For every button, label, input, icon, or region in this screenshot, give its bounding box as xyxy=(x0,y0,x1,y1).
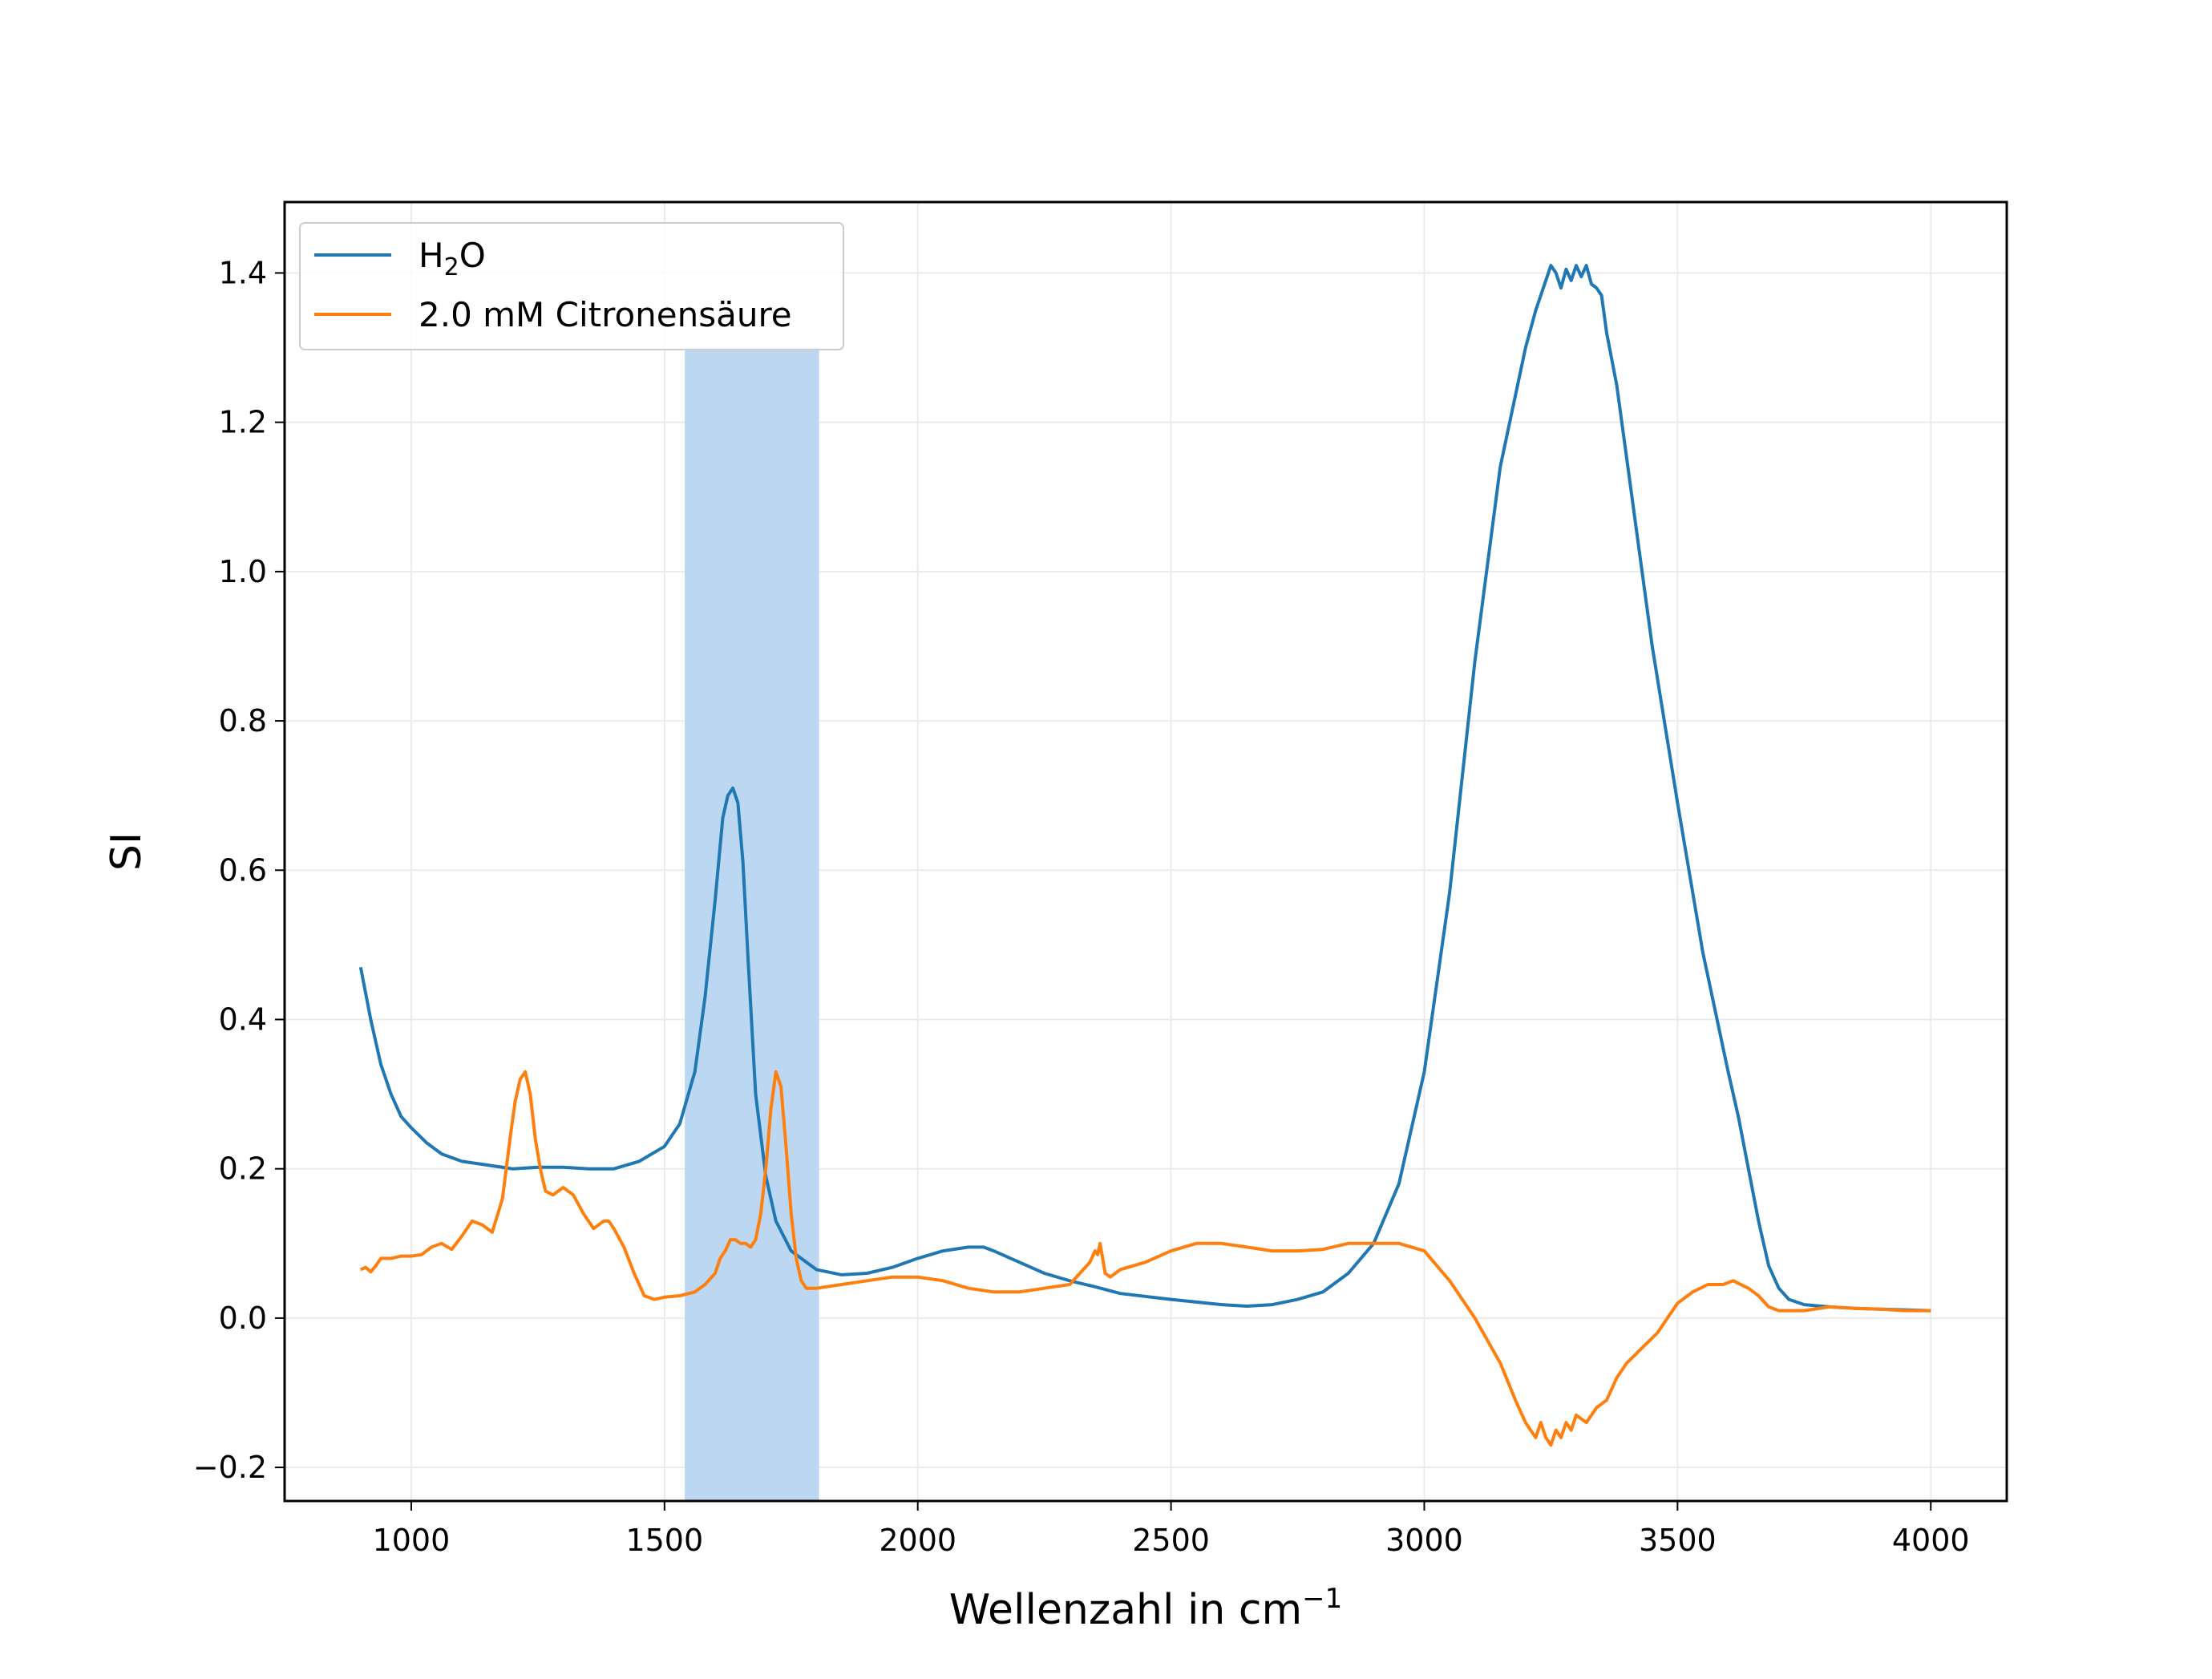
legend-label-h2o: H2O xyxy=(419,236,486,281)
x-axis-label-text: Wellenzahl in cm xyxy=(949,1586,1302,1634)
x-tick-label: 1000 xyxy=(373,1523,451,1558)
x-tick-label: 2000 xyxy=(879,1523,956,1558)
y-tick-label: −0.2 xyxy=(193,1450,267,1485)
series-line-citric-acid xyxy=(359,1070,1931,1447)
y-tick-label: 0.4 xyxy=(219,1001,267,1037)
legend: H2O 2.0 mM Citronensäure xyxy=(299,222,844,350)
y-axis-label: SI xyxy=(103,832,151,871)
legend-label-h2o-tail: O xyxy=(459,236,486,275)
x-tick-label: 3500 xyxy=(1639,1523,1717,1558)
y-tick-label: 1.2 xyxy=(219,405,267,440)
y-tick-label: 1.0 xyxy=(219,554,267,589)
legend-box xyxy=(299,222,844,350)
x-axis-label: Wellenzahl in cm−1 xyxy=(949,1583,1343,1634)
series-line-h2o xyxy=(358,264,1931,1313)
y-tick-label: 0.8 xyxy=(219,703,267,738)
y-tick-label: 0.0 xyxy=(219,1301,267,1336)
x-axis-label-exponent: −1 xyxy=(1302,1583,1342,1615)
legend-label-citric-acid: 2.0 mM Citronensäure xyxy=(419,295,792,334)
x-tick-label: 1500 xyxy=(625,1523,703,1558)
y-tick-label: 0.6 xyxy=(219,852,267,888)
axis-ticks: 1000 1500 2000 2500 3000 3500 4000 −0.2 0.0 0.2 0.… xyxy=(193,255,1970,1558)
highlight-band xyxy=(685,347,819,1501)
legend-label-h2o-main: H xyxy=(419,236,444,275)
grid xyxy=(285,202,2007,1501)
x-tick-label: 3000 xyxy=(1385,1523,1463,1558)
legend-label-h2o-subscript: 2 xyxy=(444,253,459,281)
y-tick-label: 1.4 xyxy=(219,255,267,290)
series-lines xyxy=(358,264,1931,1447)
x-tick-label: 2500 xyxy=(1132,1523,1210,1558)
plot-frame xyxy=(283,200,2008,1503)
x-tick-label: 4000 xyxy=(1892,1523,1970,1558)
y-tick-label: 0.2 xyxy=(219,1151,267,1187)
